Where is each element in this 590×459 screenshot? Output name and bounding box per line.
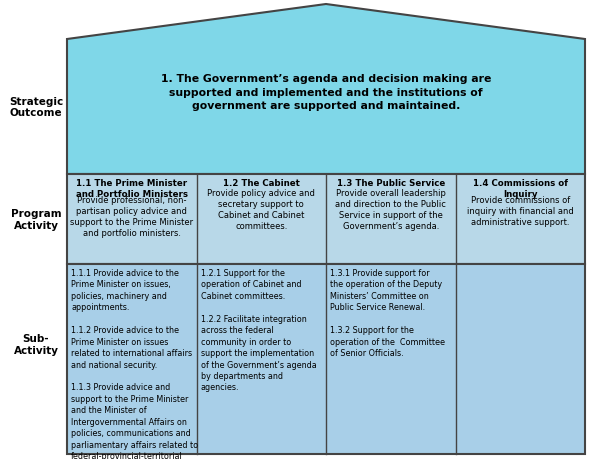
Polygon shape bbox=[67, 5, 585, 174]
Text: Provide policy advice and
secretary support to
Cabinet and Cabinet
committees.: Provide policy advice and secretary supp… bbox=[207, 188, 315, 230]
Text: Provide professional, non-
partisan policy advice and
support to the Prime Minis: Provide professional, non- partisan poli… bbox=[70, 196, 194, 238]
Text: Sub-
Activity: Sub- Activity bbox=[14, 334, 58, 355]
Text: Strategic
Outcome: Strategic Outcome bbox=[9, 96, 63, 118]
Text: Provide commissions of
inquiry with financial and
administrative support.: Provide commissions of inquiry with fina… bbox=[467, 196, 573, 227]
Text: 1. The Government’s agenda and decision making are
supported and implemented and: 1. The Government’s agenda and decision … bbox=[161, 74, 491, 111]
Text: 1.1 The Prime Minister
and Portfolio Ministers: 1.1 The Prime Minister and Portfolio Min… bbox=[76, 179, 188, 199]
Text: 1.3 The Public Service: 1.3 The Public Service bbox=[337, 179, 445, 188]
Text: 1.2.1 Support for the
operation of Cabinet and
Cabinet committees.

1.2.2 Facili: 1.2.1 Support for the operation of Cabin… bbox=[201, 269, 316, 392]
Text: 1.4 Commissions of
Inquiry: 1.4 Commissions of Inquiry bbox=[473, 179, 568, 199]
Text: Program
Activity: Program Activity bbox=[11, 209, 61, 230]
Bar bbox=[67, 264, 585, 454]
Text: Provide overall leadership
and direction to the Public
Service in support of the: Provide overall leadership and direction… bbox=[335, 188, 446, 230]
Text: 1.3.1 Provide support for
the operation of the Deputy
Ministers’ Committee on
Pu: 1.3.1 Provide support for the operation … bbox=[330, 269, 445, 358]
Bar bbox=[67, 174, 585, 264]
Text: 1.1.1 Provide advice to the
Prime Minister on issues,
policies, machinery and
ap: 1.1.1 Provide advice to the Prime Minist… bbox=[71, 269, 203, 459]
Text: 1.2 The Cabinet: 1.2 The Cabinet bbox=[223, 179, 300, 188]
